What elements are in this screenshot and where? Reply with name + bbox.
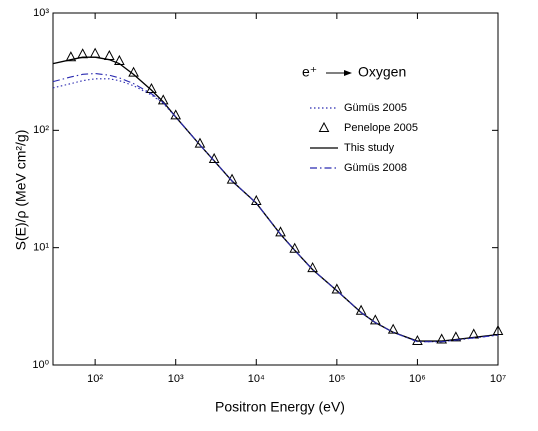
series-line [52,72,499,343]
series-line [52,56,499,342]
marker [492,324,504,335]
legend-label: Penelope 2005 [344,122,418,134]
x-tick-label: 10⁷ [490,373,506,385]
marker [89,47,101,58]
marker [450,331,462,342]
y-tick-label: 10⁰ [32,359,49,371]
y-tick-label: 10³ [33,7,49,19]
x-tick-label: 10⁵ [328,373,345,385]
marker [369,314,381,325]
x-tick-label: 10⁶ [409,373,426,385]
marker [77,48,88,59]
x-axis-label: Positron Energy (eV) [215,399,345,415]
annotation: e⁺ [302,64,317,80]
x-tick-label: 10² [87,373,103,385]
legend-marker [318,121,330,132]
marker [103,49,115,61]
x-tick-label: 10³ [168,373,184,385]
legend-label: Gümüs 2008 [344,162,407,174]
marker [65,51,77,62]
x-tick-label: 10⁴ [248,373,265,385]
marker [387,323,399,334]
marker [436,333,448,344]
legend-label: This study [344,142,395,154]
arrow-head [344,70,352,76]
marker [114,54,125,65]
y-tick-label: 10¹ [33,242,49,254]
marker [146,82,157,94]
y-axis-label: S(E)/ρ (MeV cm²/g) [13,130,29,251]
series-line [52,78,499,343]
y-tick-label: 10² [33,124,49,136]
legend-label: Gümüs 2005 [344,102,407,114]
plot-frame [52,12,499,366]
annotation: Oxygen [358,64,406,80]
